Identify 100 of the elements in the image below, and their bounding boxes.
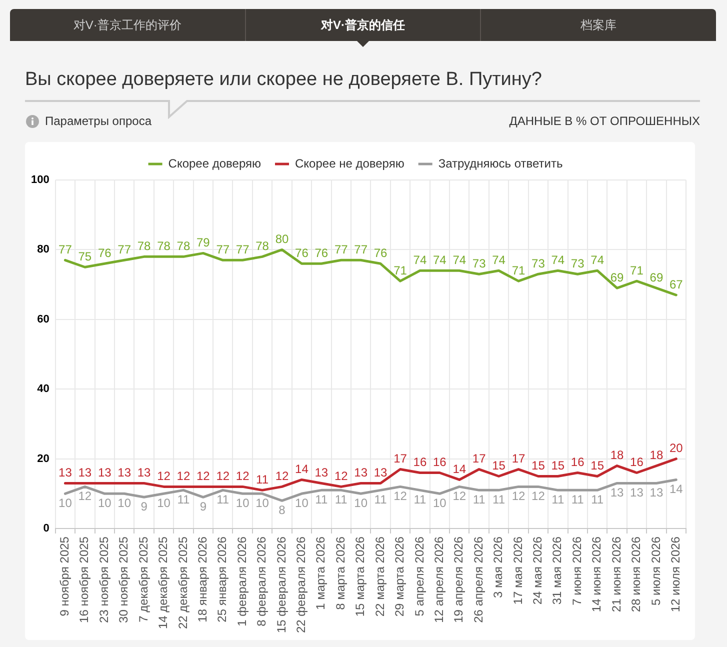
data-label: 16 [570,455,585,470]
data-label: 69 [650,270,664,284]
data-label: 78 [157,238,171,253]
data-label: 74 [432,252,447,267]
data-label: 12 [452,489,466,504]
data-label: 14 [669,482,684,496]
x-tick-label: 24 мая 2026 [530,536,545,605]
x-tick-label: 22 марта 2026 [372,536,387,617]
x-tick-label: 23 ноября 2025 [96,536,111,623]
y-tick-label: 0 [43,522,50,535]
data-label: 13 [374,466,388,480]
x-tick-label: 1 февраля 2026 [234,536,249,626]
x-tick-label: 1 марта 2026 [314,536,328,610]
data-label: 13 [78,466,92,480]
x-tick-label: 30 ноября 2025 [116,536,131,623]
data-label: 11 [216,492,230,506]
data-label: 77 [236,242,250,256]
data-label: 14 [452,462,466,476]
x-tick-label: 25 января 2026 [215,536,230,622]
x-tick-label: 21 июня 2026 [609,536,624,612]
data-label: 16 [432,455,447,470]
data-label: 13 [354,466,368,480]
x-tick-label: 22 февраля 2026 [294,536,308,634]
data-label: 73 [570,256,585,270]
data-label: 11 [492,492,506,506]
chart-title: Вы скорее доверяете или скорее не доверяете В. Путину? [25,69,542,91]
x-tick-label: 29 марта 2026 [392,536,407,617]
x-tick-label: 14 декабря 2025 [156,536,170,630]
data-label: 73 [472,256,486,270]
y-tick-label: 100 [30,174,50,186]
data-label: 71 [630,263,644,278]
data-label: 77 [58,242,72,256]
data-label: 12 [216,469,230,484]
data-label: 10 [118,496,132,510]
x-tick-label: 26 апреля 2026 [471,536,486,623]
y-tick-label: 40 [37,383,50,396]
x-tick-label: 5 апреля 2026 [412,536,426,616]
data-label: 12 [334,469,348,484]
data-label: 12 [532,489,546,504]
data-label: 10 [432,496,447,510]
data-label: 67 [669,277,684,292]
data-label: 10 [295,496,309,510]
legend-label: Затрудняюсь ответить [438,156,563,170]
x-tick-label: 3 мая 2026 [491,536,506,598]
x-tick-label: 9 ноября 2025 [58,536,72,616]
x-tick-label: 16 ноября 2025 [77,536,92,623]
data-label: 12 [157,469,171,484]
x-tick-label: 19 апреля 2026 [452,536,466,623]
data-label: 71 [394,263,408,278]
data-label: 14 [295,462,309,476]
x-tick-label: 15 марта 2026 [353,536,368,617]
x-tick-label: 15 февраля 2026 [274,536,288,634]
x-tick-label: 31 мая 2026 [550,536,564,605]
data-label: 77 [334,242,348,256]
data-label: 78 [176,238,190,253]
x-tick-label: 8 февраля 2026 [254,536,269,626]
data-label: 73 [532,256,546,270]
data-label: 10 [98,496,112,510]
data-label: 17 [394,452,408,466]
data-label: 10 [58,496,72,510]
data-label: 75 [78,249,92,264]
data-label: 77 [118,242,132,256]
data-label: 15 [492,458,506,473]
data-label: 74 [590,252,604,267]
data-label: 11 [552,492,564,506]
data-label: 78 [137,238,152,253]
data-label: 77 [216,242,230,256]
x-tick-label: 14 июня 2026 [590,536,604,612]
x-tick-label: 7 декабря 2025 [136,536,150,622]
data-label: 78 [256,238,270,253]
data-label: 18 [650,448,664,462]
data-label: 76 [314,246,328,260]
text: 对V·普京的信任 [321,16,405,34]
data-label: 13 [118,466,132,480]
x-tick-label: 28 июня 2026 [629,536,644,612]
data-label: 15 [532,458,546,473]
x-tick-label: 7 июня 2026 [570,536,584,606]
data-label: 17 [472,452,486,466]
data-label: 77 [354,242,368,256]
data-label: 9 [140,499,148,514]
y-tick-label: 60 [37,313,50,326]
data-label: 13 [98,466,112,480]
x-tick-label: 12 июля 2026 [668,536,682,612]
data-label: 11 [334,492,348,506]
data-label: 74 [452,252,466,267]
x-tick-label: 18 января 2026 [195,536,210,622]
data-label: 12 [512,489,526,504]
data-label: 18 [610,448,624,462]
x-tick-label: 17 мая 2026 [510,536,525,605]
data-label: 74 [551,252,565,267]
data-label: 10 [256,496,270,510]
data-label: 79 [196,236,210,250]
data-label: 74 [492,252,506,267]
data-label: 69 [610,270,624,284]
data-label: 15 [551,458,565,473]
data-label: 15 [590,458,604,473]
text: 对V·普京工作的评价 [73,16,182,34]
data-label: 13 [630,486,644,500]
data-label: 74 [413,252,427,267]
data-label: 80 [275,232,289,246]
